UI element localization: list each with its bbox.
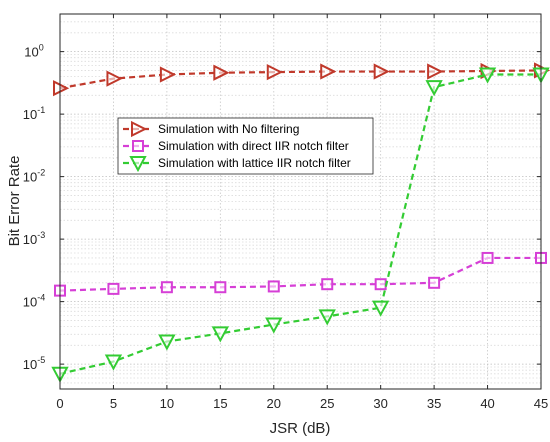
triangle-right-marker bbox=[159, 66, 177, 83]
x-tick-label: 10 bbox=[160, 396, 174, 411]
triangle-down-marker bbox=[371, 300, 390, 317]
triangle-right-marker bbox=[427, 63, 444, 80]
legend-entry: Simulation with lattice IIR notch filter bbox=[123, 156, 351, 173]
triangle-down-marker bbox=[158, 334, 176, 351]
x-tick-label: 0 bbox=[56, 396, 63, 411]
triangle-down-marker bbox=[129, 156, 147, 173]
square-marker bbox=[428, 276, 441, 289]
x-tick-label: 20 bbox=[267, 396, 281, 411]
y-tick-label: 10-1 bbox=[23, 105, 45, 122]
triangle-right-marker bbox=[131, 120, 148, 138]
x-tick-label: 35 bbox=[427, 396, 441, 411]
tick-labels: 0 5 10 15 20 25 30 35 40 45 10-5 10-4 10-3 10-2 10-1 10… bbox=[23, 14, 548, 411]
triangle-right-marker bbox=[213, 64, 230, 81]
legend-label: Simulation with lattice IIR notch filter bbox=[158, 156, 351, 170]
x-tick-label: 30 bbox=[373, 396, 387, 411]
triangle-down-marker bbox=[478, 67, 497, 84]
square-marker bbox=[374, 278, 387, 291]
square-marker bbox=[481, 251, 494, 264]
triangle-right-marker bbox=[106, 70, 123, 87]
plot-frame bbox=[59, 13, 542, 390]
y-tick-label: 10-5 bbox=[23, 355, 45, 372]
x-tick-label: 40 bbox=[480, 396, 494, 411]
x-tick-label: 15 bbox=[213, 396, 227, 411]
square-marker bbox=[160, 281, 173, 294]
triangle-down-marker bbox=[104, 354, 123, 371]
triangle-down-marker bbox=[425, 80, 443, 97]
triangle-right-marker bbox=[266, 64, 284, 81]
series-line bbox=[59, 73, 541, 375]
series-line bbox=[59, 69, 542, 90]
square-marker bbox=[107, 282, 120, 295]
square-marker bbox=[214, 281, 227, 294]
legend-entry: Simulation with No filtering bbox=[123, 120, 299, 138]
y-tick-label: 10-2 bbox=[23, 168, 45, 185]
triangle-down-marker bbox=[265, 317, 283, 334]
square-marker bbox=[321, 278, 334, 291]
square-marker bbox=[267, 280, 280, 293]
legend-label: Simulation with No filtering bbox=[158, 122, 299, 136]
y-tick-label: 10-3 bbox=[23, 230, 45, 247]
y-tick-label: 100 bbox=[24, 43, 43, 60]
x-axis-label: JSR (dB) bbox=[270, 420, 331, 437]
series-line bbox=[59, 256, 541, 292]
x-tick-label: 5 bbox=[110, 396, 117, 411]
triangle-down-marker bbox=[318, 309, 336, 326]
plot-background bbox=[60, 14, 541, 389]
x-tick-label: 45 bbox=[534, 396, 548, 411]
triangle-right-marker bbox=[373, 63, 390, 80]
triangle-right-marker bbox=[320, 63, 337, 80]
x-tick-label: 25 bbox=[320, 396, 334, 411]
legend-label: Simulation with direct IIR notch filter bbox=[158, 139, 349, 153]
legend-box bbox=[117, 117, 374, 175]
triangle-down-marker bbox=[211, 326, 230, 343]
y-axis-label: Bit Error Rate bbox=[6, 156, 23, 247]
y-tick-label: 10-4 bbox=[23, 293, 45, 310]
legend-entry: Simulation with direct IIR notch filter bbox=[123, 139, 349, 153]
legend: Simulation with No filtering Simulation w… bbox=[117, 117, 374, 175]
square-marker bbox=[132, 140, 144, 152]
